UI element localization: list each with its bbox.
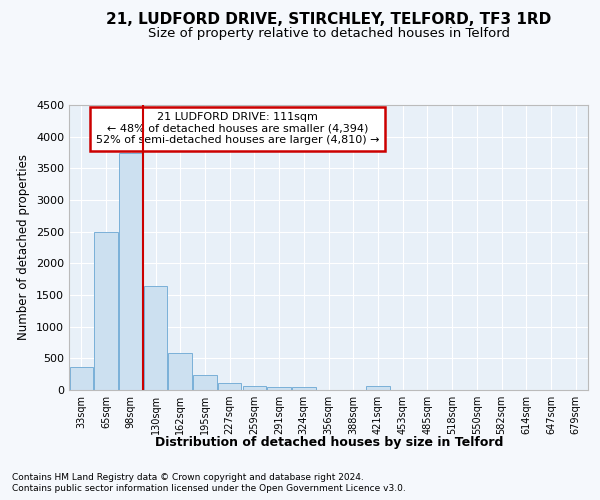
Bar	[144, 286, 167, 390]
Bar	[119, 152, 143, 390]
Bar	[193, 375, 217, 390]
Bar	[292, 388, 316, 390]
Text: 21, LUDFORD DRIVE, STIRCHLEY, TELFORD, TF3 1RD: 21, LUDFORD DRIVE, STIRCHLEY, TELFORD, T…	[106, 12, 551, 28]
Bar	[70, 366, 93, 390]
Text: Contains HM Land Registry data © Crown copyright and database right 2024.: Contains HM Land Registry data © Crown c…	[12, 472, 364, 482]
Bar	[242, 386, 266, 390]
Text: Distribution of detached houses by size in Telford: Distribution of detached houses by size …	[155, 436, 503, 449]
Bar	[94, 232, 118, 390]
Text: Size of property relative to detached houses in Telford: Size of property relative to detached ho…	[148, 28, 510, 40]
Text: 21 LUDFORD DRIVE: 111sqm
← 48% of detached houses are smaller (4,394)
52% of sem: 21 LUDFORD DRIVE: 111sqm ← 48% of detach…	[96, 112, 379, 146]
Text: Contains public sector information licensed under the Open Government Licence v3: Contains public sector information licen…	[12, 484, 406, 493]
Bar	[218, 384, 241, 390]
Bar	[366, 386, 389, 390]
Bar	[169, 352, 192, 390]
Bar	[268, 388, 291, 390]
Y-axis label: Number of detached properties: Number of detached properties	[17, 154, 31, 340]
